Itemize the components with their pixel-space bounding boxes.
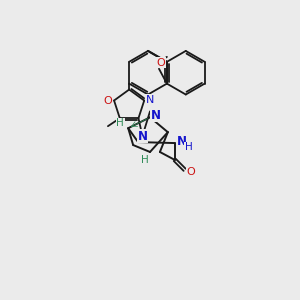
Text: N: N	[146, 94, 154, 104]
Text: N: N	[151, 109, 161, 122]
Text: H: H	[185, 142, 193, 152]
Text: O: O	[104, 95, 112, 106]
Text: O: O	[157, 58, 165, 68]
Text: N: N	[177, 135, 187, 148]
Text: N: N	[137, 130, 147, 142]
Text: H: H	[116, 118, 124, 128]
Text: H: H	[141, 155, 149, 165]
Text: O: O	[186, 167, 195, 177]
